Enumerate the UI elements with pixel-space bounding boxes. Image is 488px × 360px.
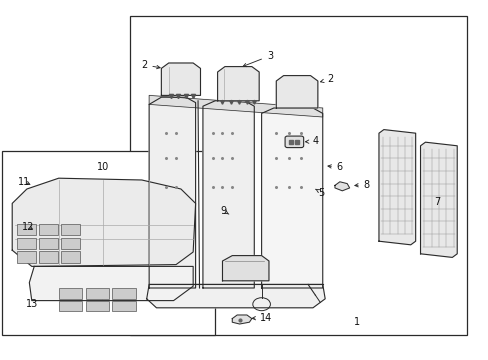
Text: 14: 14 xyxy=(252,312,272,323)
Polygon shape xyxy=(378,130,415,245)
Polygon shape xyxy=(29,266,193,301)
Bar xyxy=(129,16,466,335)
Bar xyxy=(85,301,109,311)
Bar xyxy=(17,251,36,263)
Text: 7: 7 xyxy=(434,197,440,207)
Text: 11: 11 xyxy=(18,177,31,187)
Bar xyxy=(59,288,82,299)
Bar xyxy=(61,251,80,263)
Polygon shape xyxy=(149,95,322,117)
Text: 3: 3 xyxy=(243,51,272,67)
Polygon shape xyxy=(276,76,317,108)
Bar xyxy=(61,238,80,249)
Text: 4: 4 xyxy=(305,136,318,147)
Text: 9: 9 xyxy=(220,206,228,216)
Bar xyxy=(39,224,58,235)
Bar xyxy=(112,301,136,311)
Text: 10: 10 xyxy=(96,162,109,172)
Text: 1: 1 xyxy=(353,317,359,327)
Bar xyxy=(17,238,36,249)
Bar xyxy=(85,288,109,299)
Text: 5: 5 xyxy=(315,188,324,198)
FancyBboxPatch shape xyxy=(285,136,303,148)
Polygon shape xyxy=(261,108,322,288)
Text: 12: 12 xyxy=(22,222,35,232)
Polygon shape xyxy=(334,182,349,191)
Text: 2: 2 xyxy=(320,74,332,84)
Bar xyxy=(39,251,58,263)
Polygon shape xyxy=(149,97,195,288)
Bar xyxy=(59,301,82,311)
Polygon shape xyxy=(232,315,251,324)
Bar xyxy=(39,238,58,249)
Bar xyxy=(61,224,80,235)
Polygon shape xyxy=(203,101,254,288)
Polygon shape xyxy=(161,63,200,95)
Polygon shape xyxy=(217,67,259,101)
Bar xyxy=(112,288,136,299)
Text: 2: 2 xyxy=(141,60,160,70)
Bar xyxy=(17,224,36,235)
Polygon shape xyxy=(12,178,195,266)
Polygon shape xyxy=(222,256,268,281)
Polygon shape xyxy=(420,142,456,257)
Bar xyxy=(2,151,215,335)
Text: 8: 8 xyxy=(354,180,369,190)
Text: 6: 6 xyxy=(327,162,342,172)
Text: 13: 13 xyxy=(25,299,38,309)
Polygon shape xyxy=(146,284,325,308)
